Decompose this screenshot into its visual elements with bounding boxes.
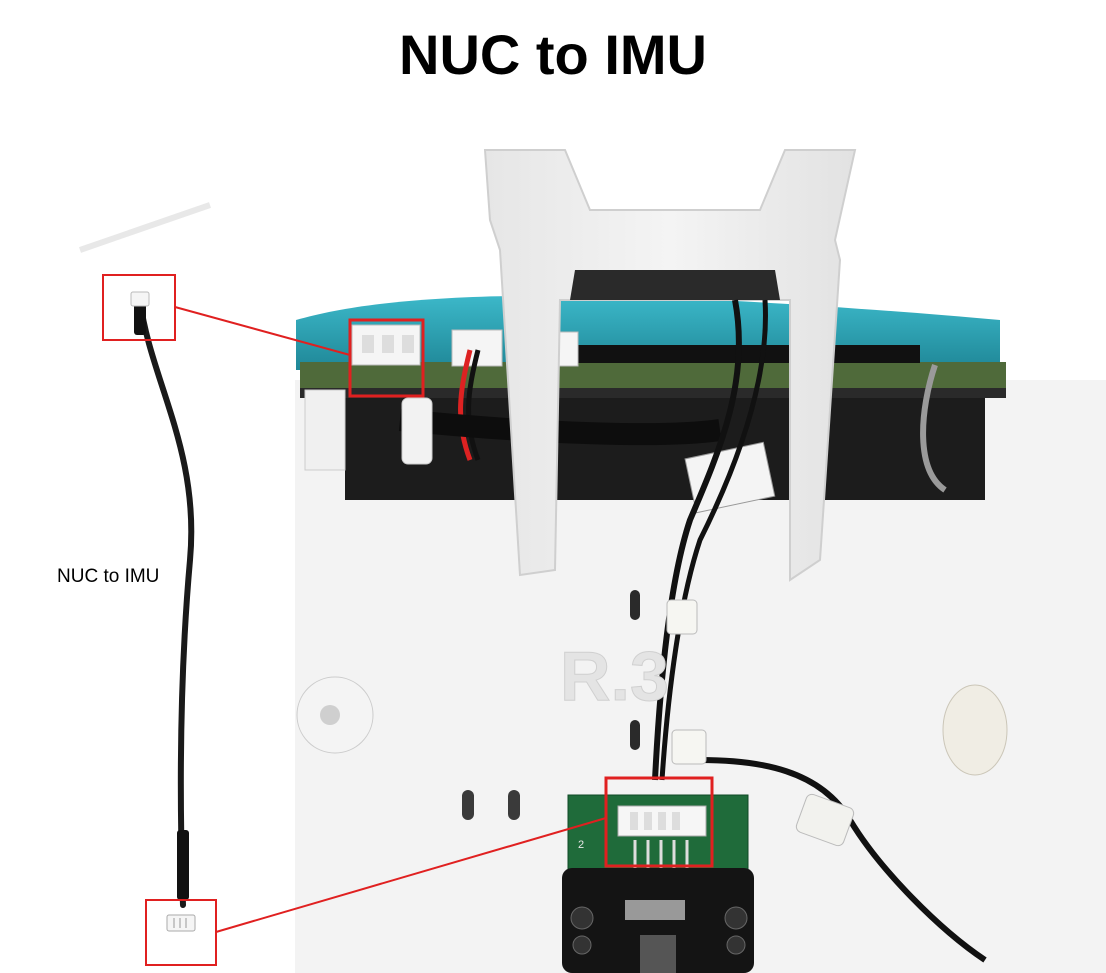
cable-tie-lower [671,729,707,765]
callouts [102,274,714,966]
cable-tie-right [795,793,855,847]
callout-box-imu-connector [604,776,714,868]
callout-box-cable-bottom [145,899,217,966]
standalone-cable [79,202,211,932]
cable-connector-bottom [166,914,196,932]
imu-pcb-silkscreen: 2 [578,839,584,851]
cable-tie-upper [666,599,698,635]
mount-frame [483,149,857,582]
cable-wire [137,297,195,908]
cable-sleeve-bottom [177,830,189,900]
page-title: NUC to IMU [399,23,707,86]
callout-leader-top [174,306,351,356]
cable-connector-top [130,291,150,307]
callout-leader-bottom [215,817,607,933]
cable-label: NUC to IMU [57,566,160,587]
nuc-pcb [300,362,1006,392]
callout-box-nuc-connector [348,318,425,398]
nuc-connector-power [451,329,503,367]
robot-photo: R.3 2 [295,149,1106,973]
imu-enclosure [562,868,754,973]
board-mark: R.3 [560,637,669,715]
routed-cable [652,299,742,781]
